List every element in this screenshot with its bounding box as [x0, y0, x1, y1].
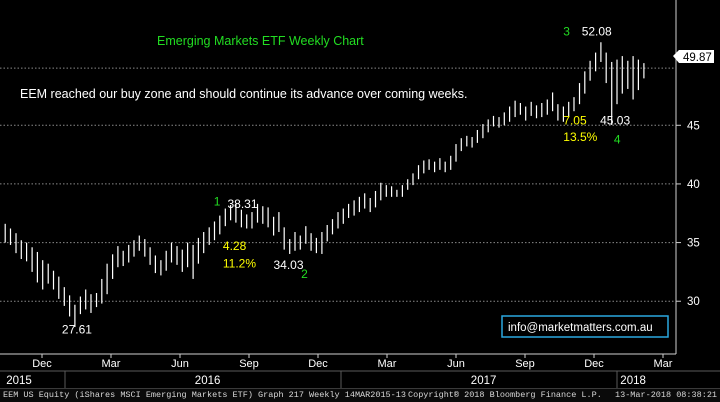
x-year-label: 2018: [620, 375, 646, 387]
x-tick-label: Dec: [584, 358, 604, 370]
chart-annotation: 3: [563, 24, 570, 38]
x-tick-label: Dec: [308, 358, 328, 370]
footer-security: EEM US Equity (iShares MSCI Emerging Mar…: [3, 390, 406, 400]
chart-annotation: 38.31: [228, 197, 258, 211]
footer-copyright: Copyright® 2018 Bloomberg Finance L.P.: [408, 390, 602, 400]
chart-commentary: EEM reached our buy zone and should cont…: [20, 87, 468, 101]
chart-annotation: 11.2%: [223, 257, 256, 271]
chart-title: Emerging Markets ETF Weekly Chart: [157, 34, 364, 48]
watermark-box: info@marketmatters.com.au: [501, 315, 669, 338]
y-tick-label: 40: [687, 179, 700, 191]
chart-annotation: 34.03: [274, 258, 304, 272]
x-tick-label: Jun: [447, 358, 465, 370]
x-tick-label: Sep: [515, 358, 535, 370]
y-tick-label: 35: [687, 238, 700, 250]
last-price-value: 49.87: [683, 52, 712, 64]
x-year-label: 2016: [195, 375, 221, 387]
x-tick-label: Jun: [171, 358, 189, 370]
chart-annotation: 7.05: [563, 114, 587, 128]
footer-bar: EEM US Equity (iShares MSCI Emerging Mar…: [0, 388, 720, 402]
chart-annotation: 4.28: [223, 239, 247, 253]
x-tick-label: Mar: [102, 358, 121, 370]
footer-timestamp: 13-Mar-2018 08:38:21: [615, 390, 718, 400]
last-price-marker: 49.87: [673, 50, 714, 64]
chart-annotation: 27.61: [62, 322, 92, 336]
axes: 30 35 40 45 Dec Mar Jun Sep Dec Mar Jun Sep Dec Mar 20…: [0, 0, 720, 388]
grid-lines: [0, 67, 676, 302]
chart-annotation: 4: [614, 132, 621, 146]
annotations: 27.61 38.31 1 4.28 11.2% 34.032 3 52.08 7.05 45.0…: [62, 24, 631, 336]
chart-annotation: 13.5%: [563, 130, 597, 144]
chart-annotation: 2: [301, 267, 308, 281]
x-tick-label: Mar: [654, 358, 673, 370]
x-year-label: 2017: [471, 375, 497, 387]
x-tick-label: Dec: [32, 358, 52, 370]
x-year-label: 2015: [6, 375, 32, 387]
x-tick-label: Mar: [378, 358, 397, 370]
chart-annotation: 1: [214, 195, 221, 209]
price-bars: [4, 42, 645, 328]
y-tick-label: 45: [687, 120, 700, 132]
watermark-text: info@marketmatters.com.au: [508, 322, 653, 334]
chart-annotation: 52.08: [582, 24, 612, 38]
chart-annotation: 45.03: [600, 114, 630, 128]
y-tick-label: 30: [687, 296, 700, 308]
x-tick-label: Sep: [239, 358, 259, 370]
